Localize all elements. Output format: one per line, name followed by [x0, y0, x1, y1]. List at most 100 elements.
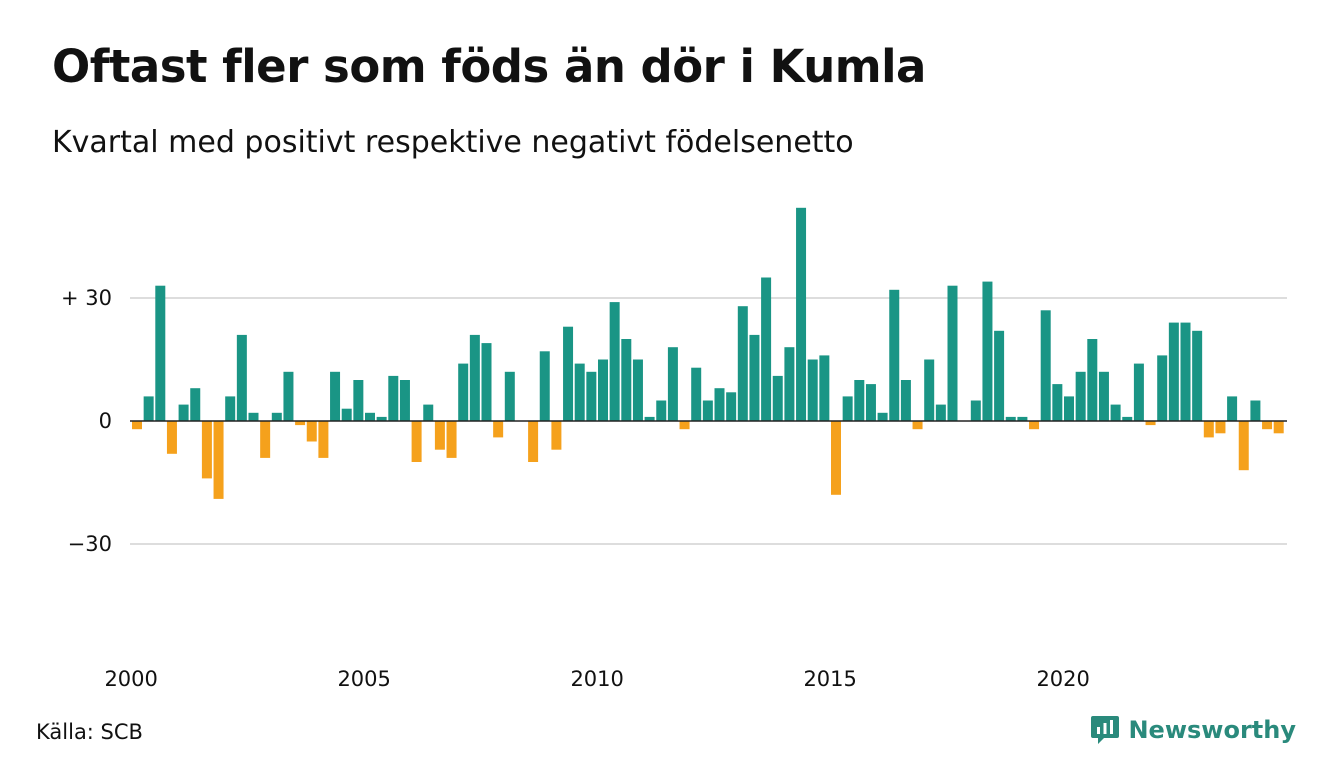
bar	[423, 404, 434, 421]
bar	[1215, 421, 1226, 434]
bars	[132, 207, 1284, 499]
source-label: Källa: SCB	[36, 720, 143, 744]
x-tick-label: 2005	[337, 667, 390, 691]
bar	[143, 396, 154, 421]
bar	[784, 347, 795, 421]
bar	[598, 359, 608, 421]
bar	[528, 421, 539, 462]
bar	[295, 421, 306, 426]
bar	[854, 380, 865, 421]
bar	[1110, 404, 1121, 421]
bar	[574, 363, 585, 421]
bar	[446, 421, 457, 458]
bar	[621, 339, 632, 421]
y-tick-label: + 30	[61, 286, 112, 310]
bar	[1040, 310, 1051, 421]
brand-name: Newsworthy	[1128, 716, 1296, 744]
bar	[260, 421, 271, 458]
bar	[1180, 322, 1191, 421]
bar	[644, 416, 655, 421]
bar	[761, 277, 772, 421]
bar	[1273, 421, 1284, 434]
bar	[632, 359, 643, 421]
bar	[493, 421, 504, 438]
bar	[889, 289, 900, 421]
bar	[563, 326, 574, 421]
bar	[1005, 416, 1016, 421]
bar	[679, 421, 690, 430]
bar	[190, 388, 201, 421]
bar	[1262, 421, 1273, 430]
bar	[458, 363, 469, 421]
bar	[1192, 330, 1203, 421]
chart-subtitle: Kvartal med positivt respektive negativt…	[52, 125, 854, 160]
bar	[691, 367, 702, 421]
bar	[504, 371, 515, 421]
bar	[306, 421, 317, 442]
y-tick-label: 0	[99, 409, 112, 433]
bar	[586, 371, 597, 421]
y-tick-label: −30	[68, 532, 112, 556]
bar	[807, 359, 818, 421]
x-axis-labels: 2000 2005 2010 2015 2020	[104, 667, 1089, 691]
x-tick-label: 2015	[803, 667, 856, 691]
bar	[1075, 371, 1086, 421]
bar	[1238, 421, 1249, 471]
bar	[1064, 396, 1074, 421]
bar	[656, 400, 667, 421]
bar	[1122, 416, 1133, 421]
chart-title: Oftast fler som föds än dör i Kumla	[52, 40, 926, 93]
bar	[1098, 371, 1109, 421]
bar	[365, 412, 375, 421]
bar	[1052, 384, 1063, 421]
bar	[225, 396, 236, 421]
bar	[213, 421, 224, 499]
bar	[877, 412, 888, 421]
bar	[283, 371, 294, 421]
bar	[982, 281, 993, 421]
bar	[1029, 421, 1040, 430]
bar	[737, 306, 748, 421]
bar	[236, 334, 247, 421]
bar	[726, 392, 737, 421]
bar	[1133, 363, 1144, 421]
bar	[248, 412, 259, 421]
bar	[376, 416, 387, 421]
bar	[353, 380, 364, 421]
bar	[481, 343, 492, 421]
bar	[166, 421, 177, 454]
bar	[865, 384, 876, 421]
newsworthy-logo-icon	[1091, 716, 1120, 744]
bar	[341, 408, 352, 421]
bar	[318, 421, 329, 458]
bar	[947, 285, 958, 421]
bar	[819, 355, 830, 421]
x-tick-label: 2020	[1036, 667, 1089, 691]
bar	[330, 371, 341, 421]
bar	[551, 421, 562, 450]
bar	[1227, 396, 1238, 421]
bar	[714, 388, 725, 421]
bar	[702, 400, 713, 421]
bar	[132, 421, 142, 430]
bar	[900, 380, 911, 421]
bar	[201, 421, 212, 479]
grid-layer	[130, 297, 1287, 545]
bar	[1250, 400, 1261, 421]
bar	[609, 302, 620, 421]
bar	[539, 351, 550, 421]
bar	[924, 359, 935, 421]
bar	[434, 421, 445, 450]
bar	[970, 400, 981, 421]
bar	[399, 380, 410, 421]
x-tick-label: 2000	[104, 667, 157, 691]
bar	[155, 285, 166, 421]
bar	[1017, 416, 1028, 421]
bar	[1157, 355, 1168, 421]
brand-logo: Newsworthy	[1090, 714, 1296, 746]
bar	[1087, 339, 1098, 421]
bar	[667, 347, 678, 421]
bar	[469, 334, 480, 421]
bar	[411, 421, 422, 462]
